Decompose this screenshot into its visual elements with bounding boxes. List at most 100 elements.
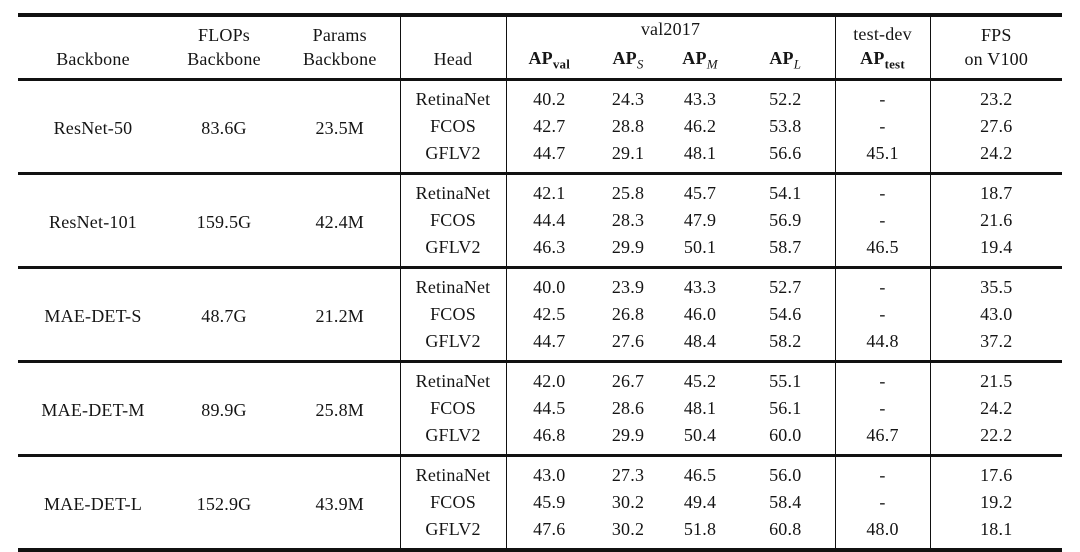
header-row-ap: APval APS APM APL <box>18 48 1062 80</box>
ap-test-cell: - <box>835 453 931 489</box>
head-cell: FCOS <box>400 300 507 328</box>
head-cell: RetinaNet <box>400 77 507 113</box>
backbone-cell: ResNet-50 <box>18 77 168 174</box>
params-cell: 21.2M <box>280 265 401 362</box>
ap-l-cell: 60.8 <box>736 515 836 550</box>
col-group-val2017: val2017 <box>506 15 836 48</box>
results-table: Backbone FLOPs Backbone Params Backbone He… <box>18 13 1063 552</box>
flops-cell: 83.6G <box>168 77 280 174</box>
ap-test-cell: 48.0 <box>835 515 931 550</box>
ap-l-cell: 58.4 <box>736 488 836 516</box>
fps-cell: 24.2 <box>980 397 1013 418</box>
backbone-cell: ResNet-101 <box>18 171 168 268</box>
ap-m-sub: M <box>706 56 718 72</box>
ap-s-base: AP <box>612 48 637 68</box>
table-row: FCOS 42.7 28.8 46.2 53.8 - 27.6 <box>18 112 1062 140</box>
table-row: ResNet-101 159.5G 42.4M RetinaNet 42.1 2… <box>18 171 1063 268</box>
ap-m-cell: 43.3 <box>664 77 736 113</box>
ap-val-cell: 40.0 <box>506 265 592 301</box>
ap-test-cell: - <box>835 394 931 422</box>
ap-test-sub: test <box>884 56 905 72</box>
ap-test-cell: 44.8 <box>835 327 931 362</box>
ap-val-cell: 43.0 <box>506 453 592 489</box>
table-row: FCOS 44.5 28.6 48.1 56.1 - 24.2 <box>18 394 1062 422</box>
flops-cell: 159.5G <box>168 171 280 268</box>
ap-s-cell: 26.8 <box>611 303 645 324</box>
col-header-backbone: Backbone <box>18 15 168 79</box>
table-row: MAE-DET-L 152.9G 43.9M RetinaNet 43.0 27… <box>18 453 1063 550</box>
ap-m-cell: 46.2 <box>683 115 717 136</box>
ap-test-cell: - <box>835 112 931 140</box>
ap-m-cell: 47.9 <box>683 209 717 230</box>
ap-l-base: AP <box>769 48 794 68</box>
ap-test-cell: 46.5 <box>835 233 931 268</box>
ap-m-cell: 49.4 <box>683 491 717 512</box>
ap-val-sub: val <box>552 56 571 72</box>
head-cell: FCOS <box>400 488 507 516</box>
head-cell: GFLV2 <box>400 327 507 362</box>
fps-cell: 43.0 <box>980 303 1013 324</box>
ap-val-cell: 44.7 <box>533 330 566 351</box>
col-header-ap-val: APval <box>506 48 592 79</box>
test-dev-header-line1: test-dev <box>853 24 912 44</box>
ap-test-cell: - <box>835 359 931 395</box>
ap-l-cell: 54.6 <box>736 300 836 328</box>
ap-test-header-label: APtest <box>836 46 930 71</box>
col-header-test-dev: test-dev APtest <box>835 15 931 80</box>
ap-test-cell: - <box>835 488 931 516</box>
head-cell: GFLV2 <box>400 515 507 550</box>
ap-l-cell: 56.1 <box>736 394 836 422</box>
ap-test-cell: 46.7 <box>835 421 931 456</box>
head-header-label: Head <box>433 48 473 69</box>
col-header-ap-l: APL <box>736 48 836 80</box>
ap-s-cell: 30.2 <box>611 491 645 512</box>
ap-l-cell: 52.2 <box>736 77 836 113</box>
ap-m-cell: 51.8 <box>683 518 717 539</box>
ap-val-base: AP <box>528 48 553 68</box>
ap-l-cell: 56.0 <box>736 453 836 489</box>
ap-val-cell: 44.5 <box>533 397 566 418</box>
ap-s-sub: S <box>636 56 644 72</box>
ap-m-cell: 43.3 <box>664 265 736 301</box>
ap-s-cell: 27.3 <box>592 453 664 489</box>
col-header-params: Params Backbone <box>280 15 401 80</box>
ap-test-base: AP <box>860 48 885 68</box>
ap-val-cell: 44.4 <box>533 209 566 230</box>
params-cell: 43.9M <box>280 453 401 550</box>
fps-cell: 27.6 <box>980 115 1013 136</box>
ap-val-cell: 46.3 <box>533 236 566 257</box>
col-header-ap-m: APM <box>664 48 736 79</box>
table-row: FCOS 42.5 26.8 46.0 54.6 - 43.0 <box>18 300 1062 328</box>
fps-cell: 18.1 <box>980 518 1013 539</box>
ap-m-cell: 50.1 <box>683 236 717 257</box>
fps-cell: 19.4 <box>980 236 1013 257</box>
table-row: FCOS 45.9 30.2 49.4 58.4 - 19.2 <box>18 488 1062 516</box>
head-cell: GFLV2 <box>400 233 507 268</box>
fps-cell: 23.2 <box>930 77 1063 113</box>
ap-val-cell: 47.6 <box>533 518 566 539</box>
ap-test-cell: - <box>835 265 931 301</box>
ap-val-cell: 44.7 <box>533 142 566 163</box>
backbone-cell: MAE-DET-L <box>18 453 168 550</box>
ap-val-cell: 40.2 <box>506 77 592 113</box>
table-row: GFLV2 47.6 30.2 51.8 60.8 48.0 18.1 <box>18 515 1062 550</box>
ap-val-cell: 45.9 <box>533 491 566 512</box>
flops-header-line1: FLOPs <box>197 24 251 45</box>
ap-s-cell: 29.9 <box>611 236 645 257</box>
ap-l-cell: 54.1 <box>736 171 836 207</box>
head-cell: RetinaNet <box>400 265 507 301</box>
ap-val-cell: 42.0 <box>506 359 592 395</box>
ap-s-cell: 28.3 <box>611 209 645 230</box>
ap-s-cell: 29.1 <box>611 142 645 163</box>
head-cell: FCOS <box>400 206 507 234</box>
table-row: FCOS 44.4 28.3 47.9 56.9 - 21.6 <box>18 206 1062 234</box>
fps-cell: 37.2 <box>980 330 1013 351</box>
table-header: Backbone FLOPs Backbone Params Backbone He… <box>18 15 1062 80</box>
ap-l-cell: 56.6 <box>736 139 836 174</box>
ap-m-base: AP <box>682 48 707 68</box>
flops-cell: 152.9G <box>168 453 280 550</box>
ap-m-cell: 50.4 <box>683 424 717 445</box>
ap-s-cell: 24.3 <box>592 77 664 113</box>
fps-cell: 18.7 <box>930 171 1063 207</box>
flops-header-line2: Backbone <box>187 48 261 69</box>
